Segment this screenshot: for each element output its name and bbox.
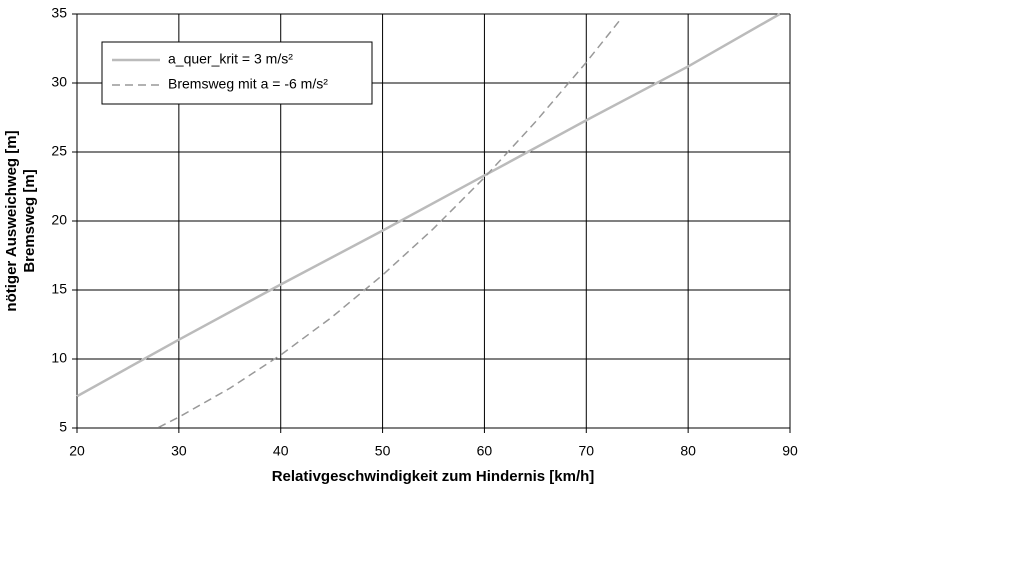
y-tick-label: 5 xyxy=(59,419,67,435)
x-tick-label: 50 xyxy=(375,443,391,459)
x-tick-label: 30 xyxy=(171,443,187,459)
x-tick-label: 70 xyxy=(578,443,594,459)
x-tick-label: 80 xyxy=(680,443,696,459)
x-tick-label: 40 xyxy=(273,443,289,459)
legend-box xyxy=(101,41,373,105)
y-tick-label: 10 xyxy=(51,350,67,366)
y-tick-label: 25 xyxy=(51,143,67,159)
y-tick-label: 30 xyxy=(51,74,67,90)
y-tick-label: 35 xyxy=(51,5,67,21)
x-tick-label: 20 xyxy=(69,443,85,459)
y-axis-label: Bremsweg [m] xyxy=(21,169,38,272)
legend-label: a_quer_krit = 3 m/s² xyxy=(168,51,293,67)
legend-label: Bremsweg mit a = -6 m/s² xyxy=(168,76,328,92)
x-axis-label: Relativgeschwindigkeit zum Hindernis [km… xyxy=(272,468,595,485)
y-tick-label: 15 xyxy=(51,281,67,297)
line-series xyxy=(76,12,781,398)
y-axis-label: nötiger Ausweichweg [m] xyxy=(3,130,20,311)
y-tick-label: 20 xyxy=(51,212,67,228)
x-tick-label: 90 xyxy=(782,443,798,459)
x-tick-label: 60 xyxy=(477,443,493,459)
line-series xyxy=(158,17,623,429)
